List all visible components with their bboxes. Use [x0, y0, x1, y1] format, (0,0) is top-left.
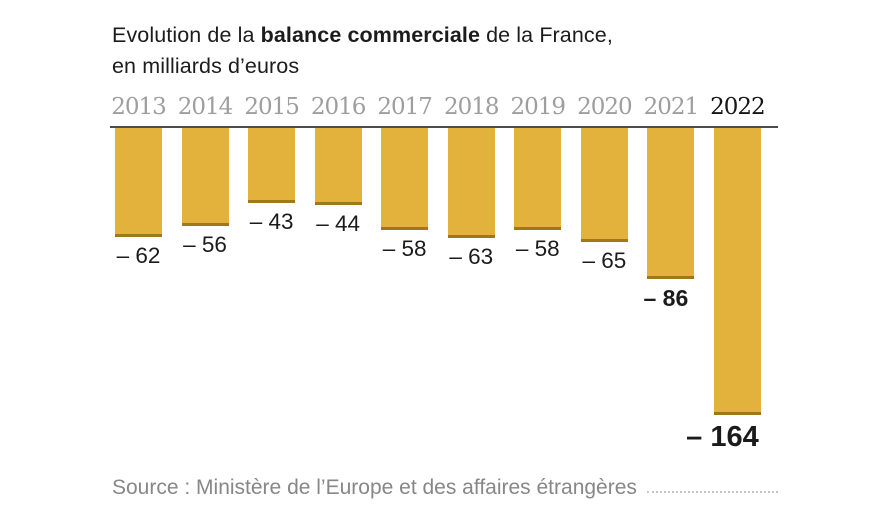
- title-bold-phrase: balance commerciale: [260, 23, 481, 47]
- year-label-2019: 2019: [510, 94, 567, 120]
- year-label-2022: 2022: [710, 94, 766, 120]
- source-row: Source : Ministère de l’Europe et des af…: [112, 476, 778, 500]
- value-label-2015: – 43: [249, 209, 294, 235]
- value-label-2021: – 86: [643, 284, 689, 311]
- bar-2020: [580, 128, 628, 242]
- source-text: Source : Ministère de l’Europe et des af…: [112, 476, 637, 499]
- year-label-2017: 2017: [377, 94, 433, 120]
- value-label-2022: – 164: [686, 421, 759, 453]
- chart-title: Evolution de la balance commerciale de l…: [112, 20, 613, 82]
- bar-2014: [181, 128, 229, 226]
- title-prefix: Evolution de la: [112, 23, 261, 47]
- bar-2013: [115, 128, 162, 237]
- value-label-2014: – 56: [183, 232, 227, 257]
- value-label-2013: – 62: [116, 242, 161, 268]
- bar-2019: [514, 128, 562, 230]
- bar-2018: [447, 128, 495, 239]
- value-label-2017: – 58: [382, 235, 427, 261]
- title-suffix: de la France,: [480, 23, 613, 47]
- bar-2016: [314, 128, 362, 205]
- value-label-2020: – 65: [582, 247, 627, 273]
- bar-2022: [713, 128, 761, 415]
- year-label-2014: 2014: [177, 94, 234, 120]
- year-label-2020: 2020: [577, 94, 633, 120]
- year-label-2018: 2018: [443, 94, 500, 120]
- year-label-2021: 2021: [643, 94, 700, 120]
- year-label-2013: 2013: [111, 94, 167, 120]
- dotted-leader-line: [646, 491, 778, 493]
- bar-2017: [381, 128, 429, 230]
- chart-title-line2: en milliards d’euros: [112, 54, 300, 78]
- bar-2021: [647, 128, 695, 279]
- value-label-2016: – 44: [316, 211, 361, 236]
- year-label-2016: 2016: [310, 94, 367, 120]
- zero-baseline: [110, 126, 778, 128]
- bar-2015: [248, 128, 296, 204]
- chart-title-line1: Evolution de la balance commerciale de l…: [112, 20, 613, 51]
- value-label-2018: – 63: [449, 244, 494, 270]
- year-label-2015: 2015: [244, 94, 300, 120]
- value-label-2019: – 58: [515, 235, 560, 261]
